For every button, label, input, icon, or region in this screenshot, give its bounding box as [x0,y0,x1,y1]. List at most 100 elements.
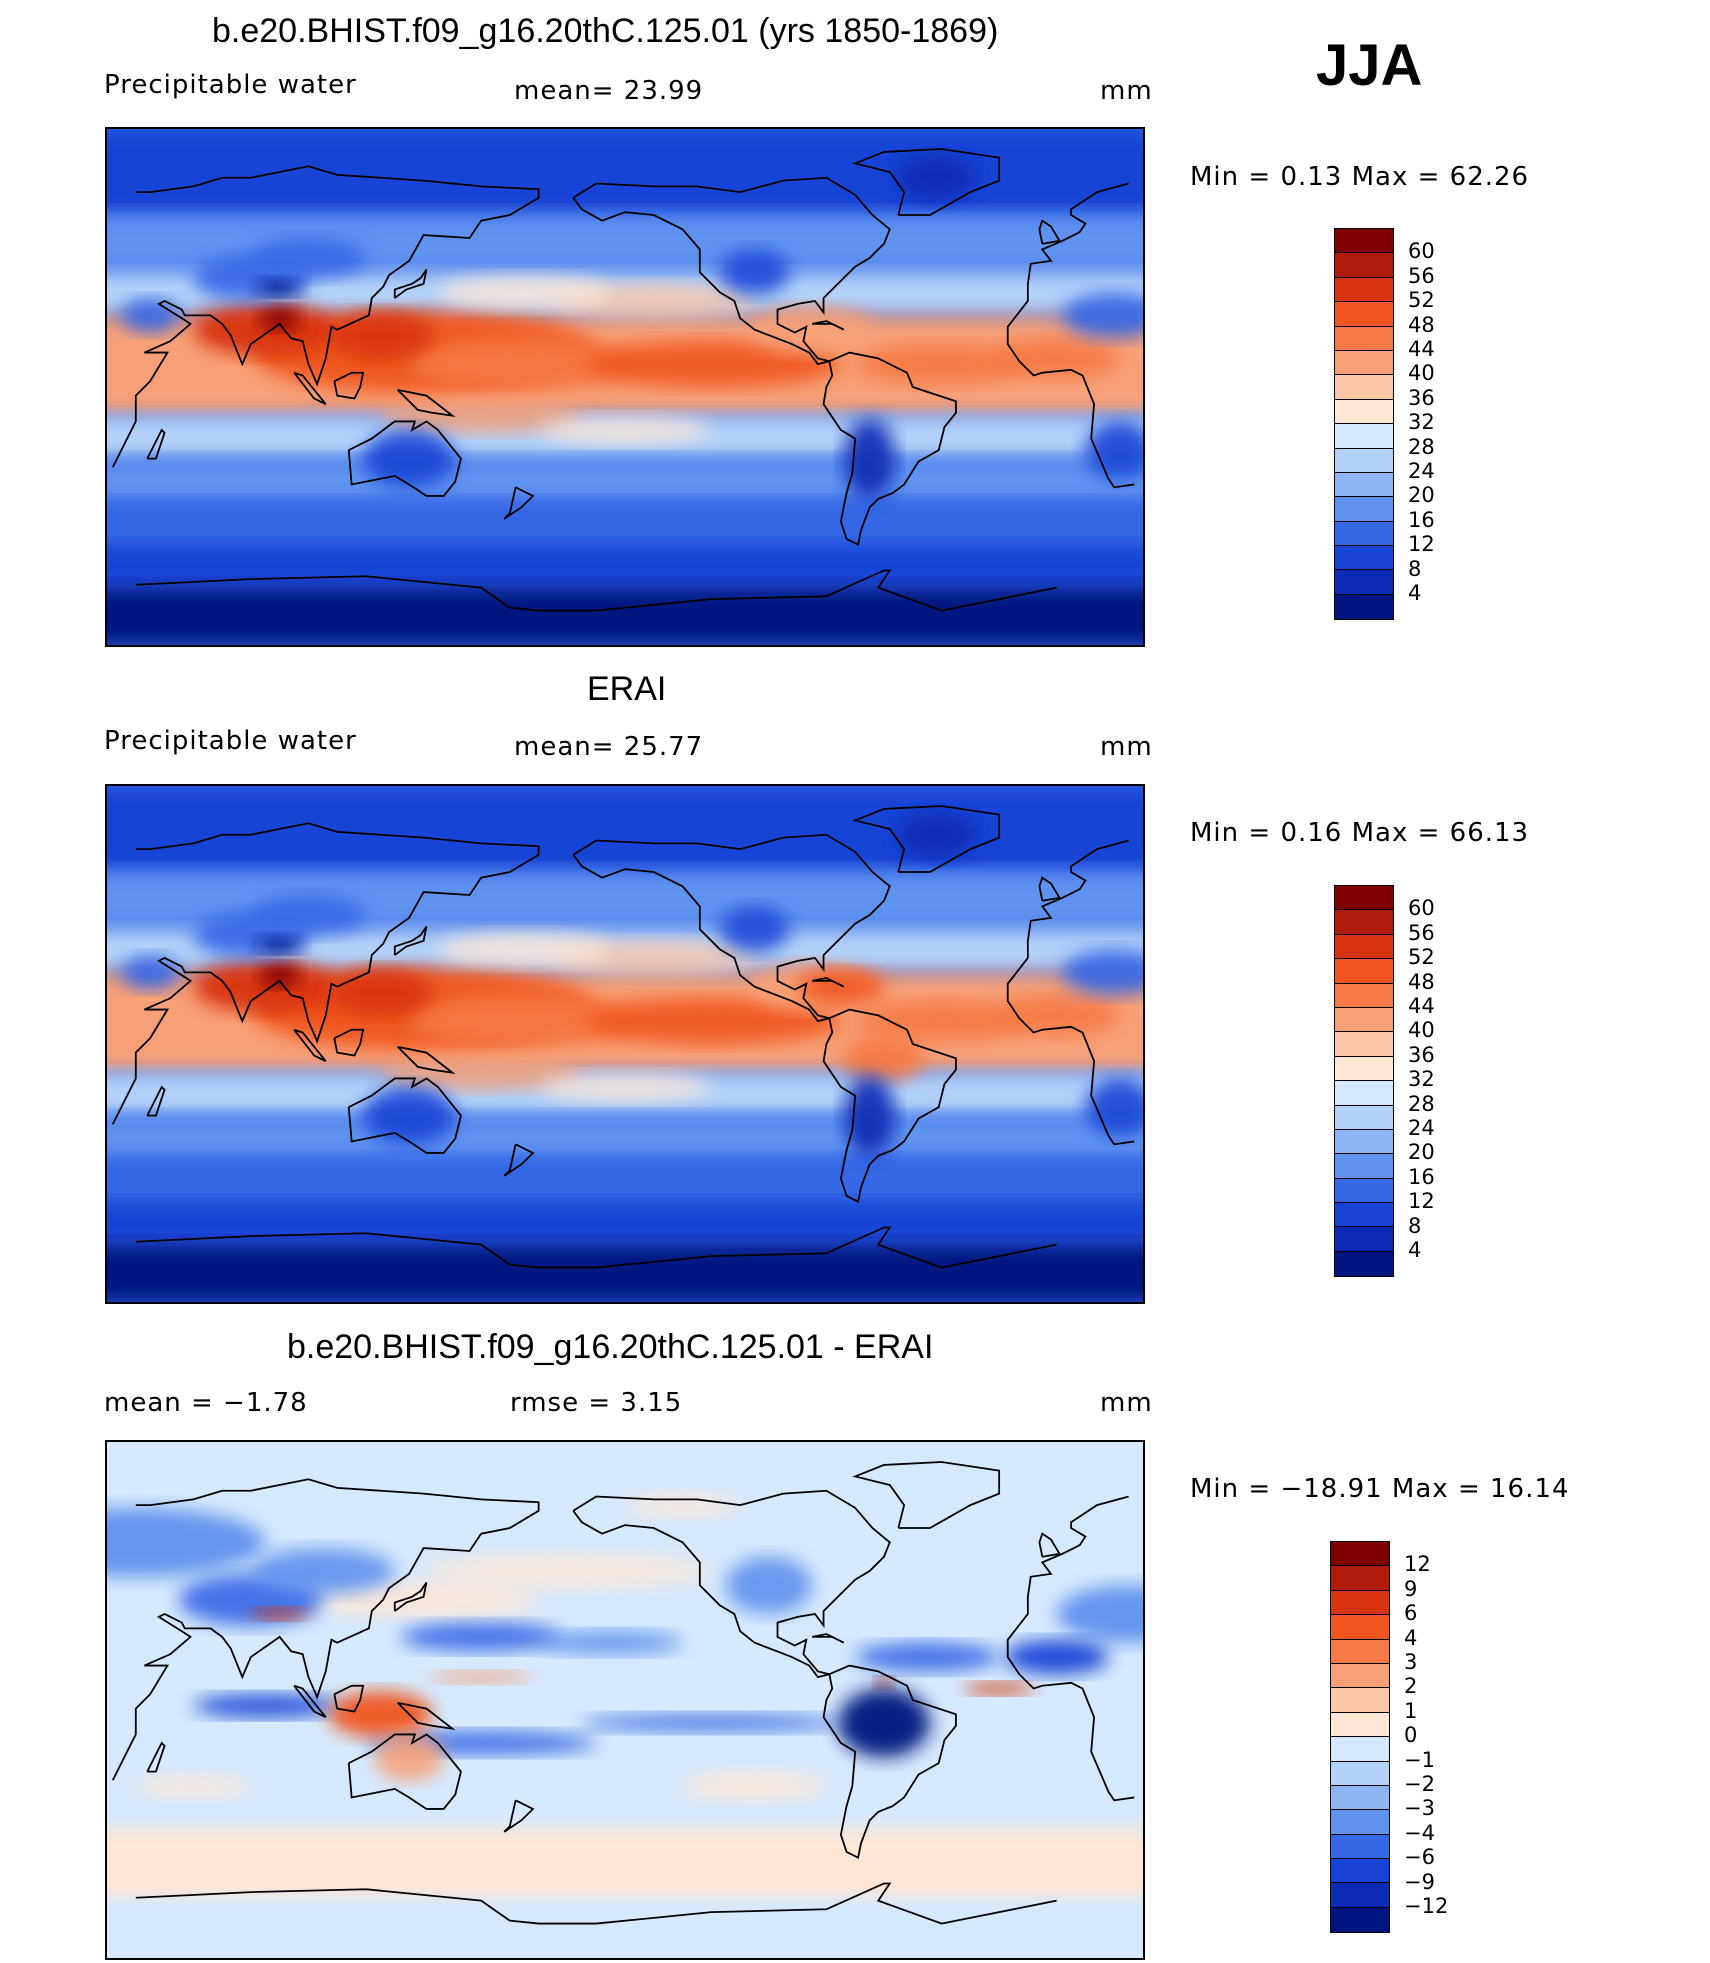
colorbar-swatch [1335,1032,1393,1057]
panel-1-units: mm [1100,76,1153,106]
coastline [811,320,845,331]
field-feature [193,1694,338,1718]
field-band [107,786,1143,873]
colorbar-swatch [1335,1056,1393,1082]
colorbar-swatch [1335,229,1393,254]
colorbar-swatch [1335,448,1393,473]
field-band [107,1158,1143,1202]
coastline [293,1028,327,1062]
field-feature [437,932,611,967]
coastline [1038,219,1061,245]
colorbar-swatch [1335,326,1393,351]
colorbar-label: 12 [1404,1552,1431,1577]
colorbar-label: 16 [1408,1164,1435,1189]
field-feature [328,969,433,1016]
coastline [347,1077,462,1154]
field-band [107,501,1143,545]
panel-3-map [105,1440,1145,1960]
colorbar-swatch [1335,375,1393,400]
field-feature [259,306,300,330]
colorbar-swatch [1335,1154,1393,1179]
panel-1-minmax: Min = 0.13 Max = 62.26 [1190,162,1530,192]
colorbar-swatch [1331,1615,1389,1640]
map-svg [107,786,1143,1302]
panel-1-variable-label: Precipitable water [104,70,357,100]
panel-3-minmax: Min = −18.91 Max = 16.14 [1190,1474,1570,1504]
colorbar-swatch [1331,1761,1389,1786]
field-feature [855,1001,1028,1042]
colorbar-label: 28 [1408,434,1435,459]
colorbar-swatch [1335,472,1393,498]
field-feature [581,998,841,1044]
colorbar-label: 4 [1408,581,1422,605]
field-feature [538,415,712,445]
field-feature [682,1771,827,1801]
panel-1-mean: mean= 23.99 [514,76,704,106]
colorbar-label: 48 [1408,312,1435,337]
colorbar-swatch [1335,886,1393,911]
colorbar-swatch [1331,1663,1389,1689]
panel-2-units: mm [1100,732,1153,762]
colorbar-swatch [1331,1542,1389,1567]
coastline [852,805,1001,873]
field-feature [135,1774,251,1798]
coastline [852,148,1001,216]
coastline [393,926,428,956]
coastline [135,569,1057,612]
field-feature [409,995,640,1047]
field-feature [1004,1639,1109,1675]
field-feature [993,995,1120,1036]
field-feature [1062,949,1143,996]
coastline [572,833,891,1023]
colorbar-swatch [1331,1590,1389,1616]
coastline [503,1799,535,1833]
field-feature [256,935,303,953]
coastline [811,977,845,988]
colorbar-swatch [1331,1810,1389,1835]
colorbar-label: −6 [1404,1845,1435,1870]
colorbar-swatch [1335,959,1393,984]
colorbar-swatch [1331,1883,1389,1908]
colorbar-label: −9 [1404,1869,1435,1894]
coastline [811,1633,845,1644]
coastline [1038,1532,1061,1558]
field-feature [895,154,977,201]
colorbar-label: 40 [1408,1018,1435,1043]
panel-3-units: mm [1100,1388,1153,1418]
panel-2-minmax: Min = 0.16 Max = 66.13 [1190,818,1530,848]
colorbar-label: 8 [1408,556,1422,581]
colorbar-swatch [1335,934,1393,960]
field-feature [725,1556,812,1614]
colorbar-label: 36 [1408,385,1435,410]
field-feature [719,249,790,296]
colorbar-swatch [1335,277,1393,303]
panel-2-mean: mean= 25.77 [514,732,704,762]
field-band [107,1201,1143,1245]
colorbar-label: 48 [1408,969,1435,994]
coastline [852,1461,1001,1529]
colorbar-swatches [1334,885,1394,1278]
colorbar-label: 4 [1404,1625,1418,1650]
coastline [397,389,456,418]
map-svg [107,129,1143,645]
coastline [293,1684,327,1718]
field-band [107,544,1143,588]
colorbar-label: 40 [1408,361,1435,386]
field-feature [328,312,433,359]
colorbar-swatch [1335,521,1393,547]
colorbar-swatch [1335,1227,1393,1252]
coastline [111,165,1135,489]
colorbar-label: 32 [1408,1067,1435,1092]
colorbar-swatch [1331,1737,1389,1762]
coastline [572,1489,891,1679]
field-band [107,1244,1143,1302]
field-band [107,587,1143,645]
colorbar-label: 60 [1408,239,1435,264]
field-feature [993,338,1120,379]
colorbar-swatch [1335,1105,1393,1130]
field-feature [328,1691,433,1738]
colorbar-label: 24 [1408,459,1435,483]
colorbar-swatch [1335,983,1393,1008]
colorbar-swatch [1335,253,1393,278]
panel-3-title: b.e20.BHIST.f09_g16.20thC.125.01 - ERAI [287,1328,934,1366]
